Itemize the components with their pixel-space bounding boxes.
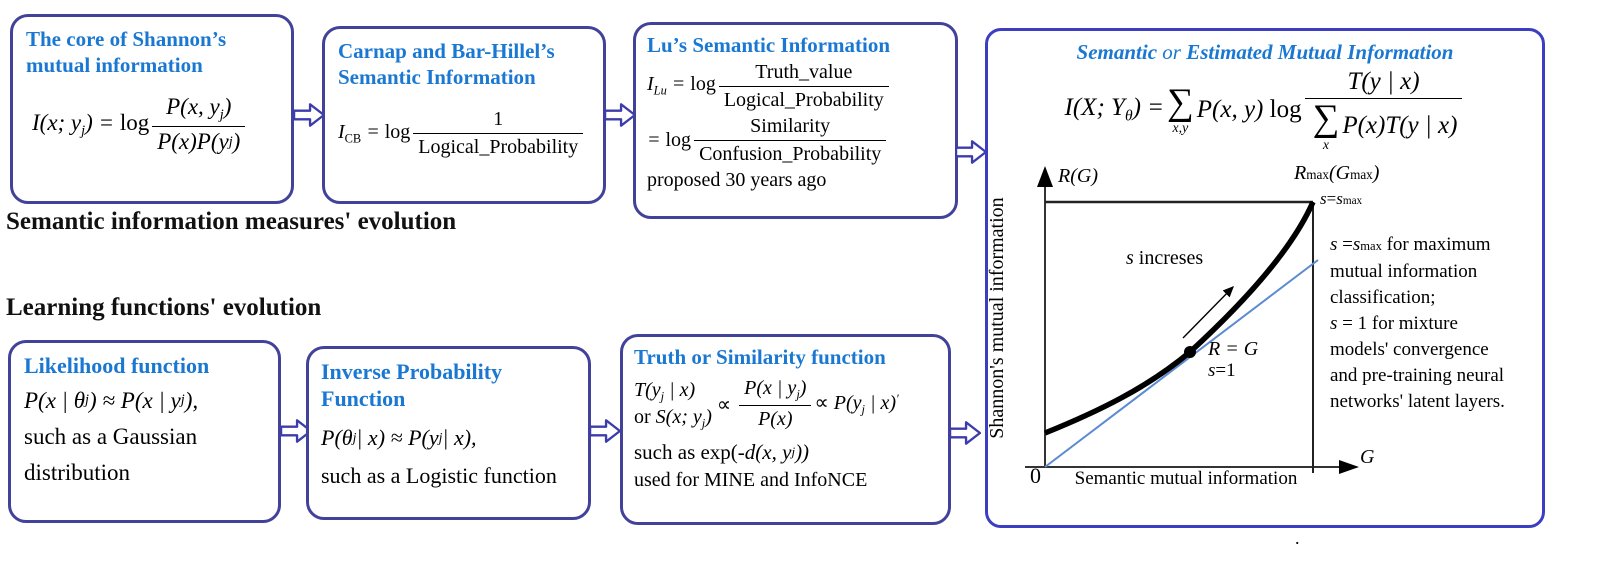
box-title: The core of Shannon’s mutual information [26, 27, 227, 77]
den-rest: P(x)T(y | x) [1342, 112, 1458, 140]
r-equals-g-point [1184, 346, 1196, 358]
side-note-line: s = 1 for mixture [1330, 313, 1458, 334]
y-axis-arrowhead-icon [1037, 166, 1053, 187]
fraction: T(y | x) ∑ x P(x)T(y | x) [1304, 68, 1463, 151]
fraction-numerator: P(x | yj) [739, 377, 812, 406]
g-axis-label: G [1360, 446, 1375, 468]
inverse-formula: P(θ j | x) ≈ P(y j | x), [321, 424, 477, 450]
formula-stack: T(yj | x) or S(x; yj) [634, 377, 712, 432]
flow-arrow-icon [589, 419, 621, 443]
fraction-numerator: Truth_value [718, 61, 889, 87]
rg-curve [1043, 200, 1316, 436]
stack-top: T(yj | x) [634, 378, 696, 403]
formula-tail: ∝ P(yj | x)′ [814, 392, 899, 417]
box-title: Carnap and Bar-Hillel’s Semantic Informa… [338, 39, 555, 89]
flow-arrow-icon [293, 103, 325, 127]
x-axis-arrowhead-icon [1339, 460, 1359, 474]
box-shannon-mutual-information: The core of Shannon’s mutual information… [10, 14, 294, 204]
fraction-numerator: T(y | x) [1304, 68, 1463, 99]
lu-note: proposed 30 years ago [647, 168, 827, 191]
summation: ∑ x [1312, 98, 1340, 152]
sigma-symbol: ∑ [1312, 98, 1340, 139]
truth-formula: T(yj | x) or S(x; yj) ∝ P(x | yj) P(x) ∝… [634, 377, 937, 432]
side-note-line: s =smax for maximum [1330, 234, 1491, 255]
box-truth-similarity: Truth or Similarity function T(yj | x) o… [620, 334, 951, 525]
fraction: Similarity Confusion_Probability [694, 115, 887, 166]
s-increases-arrow-icon [1182, 286, 1234, 339]
side-note-line: models' convergence [1330, 339, 1489, 360]
formula-lhs: ILu = log [647, 73, 716, 98]
fraction: Truth_value Logical_Probability [718, 61, 889, 112]
proportional-symbol: ∝ [716, 393, 732, 416]
origin-label: 0 [1030, 463, 1041, 488]
s-equals-smax-label: s=smax [1320, 189, 1363, 208]
fraction-numerator: P(x, yj) [152, 94, 246, 128]
fraction-numerator: Similarity [694, 115, 887, 141]
rg-curve-plot [1025, 166, 1359, 474]
fraction-numerator: 1 [413, 108, 584, 135]
formula-mid: P(x, y) log [1196, 95, 1302, 123]
box-title: Lu’s Semantic Information [647, 33, 891, 57]
stack-bottom: or S(x; yj) [634, 406, 712, 431]
flow-arrow-icon [949, 421, 981, 445]
side-note-line: and pre-training neural [1330, 365, 1505, 386]
truth-line3: used for MINE and InfoNCE [634, 468, 868, 491]
box-title: Likelihood function [24, 353, 210, 378]
sum-limit: x,y [1172, 120, 1189, 136]
inverse-line2: such as a Logistic function [321, 462, 557, 488]
truth-line2: such as exp(- d(x, y j)) [634, 439, 810, 464]
formula-lhs: ICB = log [338, 121, 411, 146]
box-inverse-probability: Inverse Probability Function P(θ j | x) ≈… [306, 346, 591, 520]
panel-side-note: s =smax for maximum mutual information c… [1330, 232, 1548, 415]
panel-formula: I(X; Yθ) = ∑ x,y P(x, y) log T(y | x) ∑ … [985, 68, 1545, 151]
lu-formula-line2: = log Similarity Confusion_Probability [647, 115, 944, 166]
x-axis-label: Semantic mutual information [1074, 468, 1298, 489]
fraction: P(x | yj) P(x) [739, 377, 812, 430]
box-title: Truth or Similarity function [634, 345, 886, 369]
r-of-g-label: R(G) [1058, 165, 1098, 187]
side-note-line: mutual information [1330, 261, 1478, 282]
shannon-formula: I(x; yj) = log P(x, yj) P(x)P(y j) [26, 94, 278, 155]
box-lu-semantic-information: Lu’s Semantic Information ILu = log Trut… [633, 22, 958, 219]
box-title: Inverse Probability Function [321, 359, 503, 411]
s-equals-1-label: s=1 [1208, 360, 1236, 381]
box-carnap-bar-hillel: Carnap and Bar-Hillel’s Semantic Informa… [322, 26, 606, 204]
summation: ∑ x,y [1167, 81, 1194, 136]
stray-mark: . [1295, 528, 1300, 548]
formula-lhs: I(X; Yθ) = [1064, 93, 1165, 125]
g-diagonal-line [1044, 259, 1319, 468]
fraction-denominator: ∑ x P(x)T(y | x) [1305, 99, 1463, 151]
r-equals-g-label: R = G [1208, 338, 1259, 360]
lu-formula-line1: ILu = log Truth_value Logical_Probabilit… [647, 61, 944, 112]
fraction-denominator: Logical_Probability [418, 136, 579, 159]
flow-arrow-icon [280, 419, 312, 443]
likelihood-line3: distribution [24, 459, 131, 485]
y-axis-label: Shannon's mutual information [986, 197, 1008, 439]
heading-learning-functions: Learning functions' evolution [6, 294, 322, 321]
sum-limit: x [1322, 136, 1329, 152]
heading-semantic-measures: Semantic information measures' evolution [6, 208, 457, 235]
flow-arrow-icon [604, 103, 636, 127]
fraction: P(x, yj) P(x)P(y j) [152, 94, 246, 155]
likelihood-line2: such as a Gaussian [24, 423, 198, 449]
fraction-denominator: Confusion_Probability [699, 142, 882, 165]
carnap-formula: ICB = log 1 Logical_Probability [338, 108, 590, 159]
side-note-line: networks' latent layers. [1330, 391, 1505, 412]
flow-arrow-icon [955, 140, 987, 164]
panel-title: Semantic or Estimated Mutual Information [1076, 40, 1454, 64]
formula-lhs: = log [647, 128, 692, 151]
sigma-symbol: ∑ [1167, 81, 1194, 123]
s-increases-label: s increses [1126, 247, 1204, 269]
side-note-line: classification; [1330, 287, 1436, 308]
fraction-denominator: P(x)P(y j) [157, 129, 241, 155]
formula-lhs: I(x; yj) = log [32, 109, 150, 139]
likelihood-formula: P(x | θ j) ≈ P(x | y j), [24, 387, 199, 413]
fraction: 1 Logical_Probability [413, 108, 584, 159]
rmax-gmax-label: Rmax(Gmax) [1294, 162, 1380, 184]
fraction-denominator: Logical_Probability [723, 88, 884, 111]
fraction-denominator: P(x) [758, 407, 793, 430]
